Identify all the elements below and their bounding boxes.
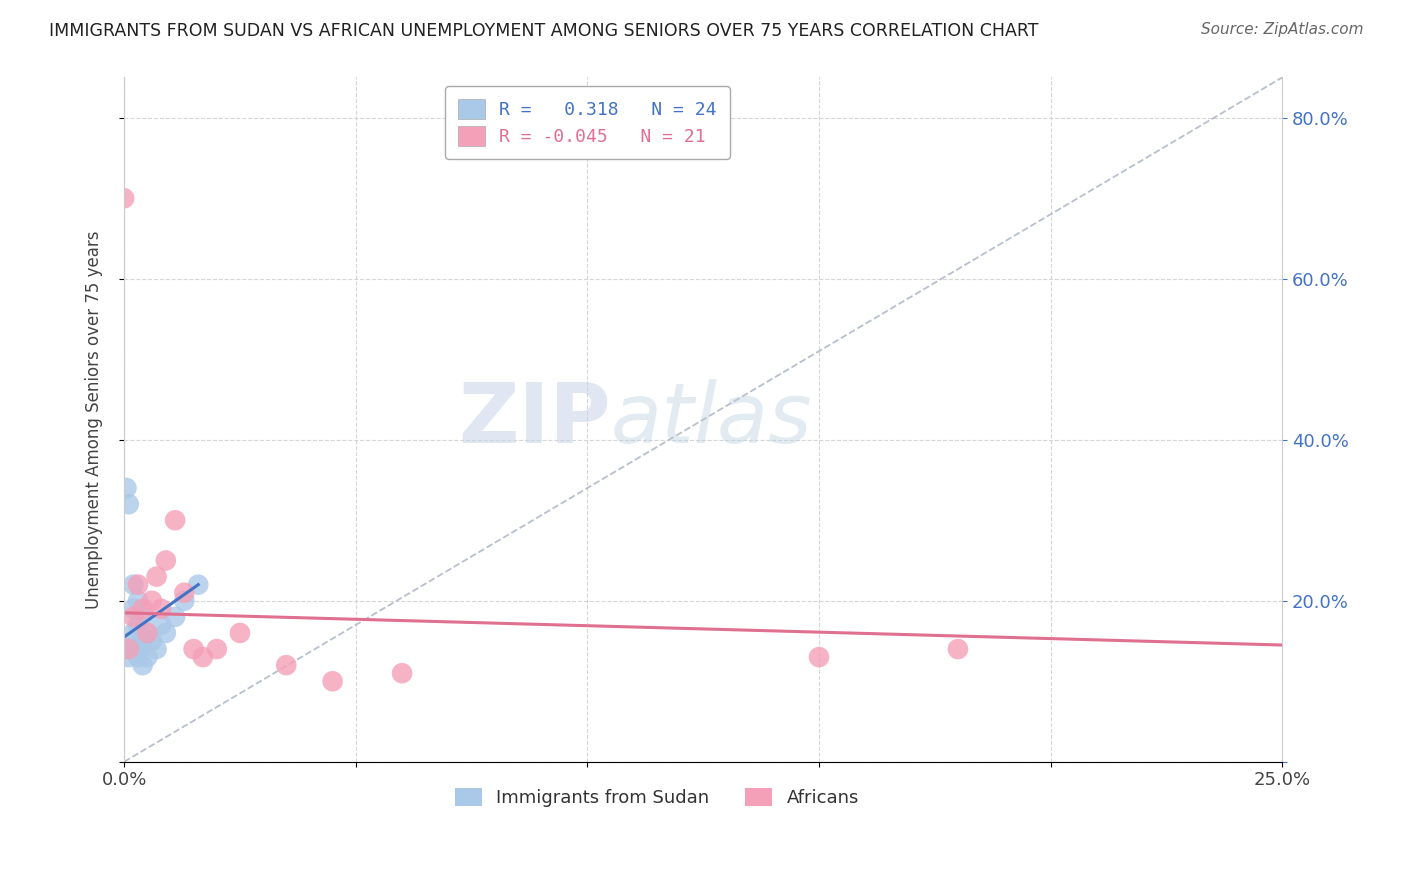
Point [150,602,173,616]
Point [131,602,153,616]
Point [118,642,141,657]
Point [173,593,195,607]
Point [122,602,145,616]
Point [127,618,149,632]
Point [127,577,149,591]
Point [145,642,167,657]
Point [136,626,159,640]
Text: atlas: atlas [610,379,813,460]
Point [122,610,145,624]
Point [112,191,135,205]
Point [118,650,141,665]
Point [131,658,153,673]
Point [807,650,830,665]
Point [165,513,187,527]
Point [276,658,298,673]
Point [145,569,167,583]
Point [118,497,141,511]
Point [136,626,159,640]
Point [127,593,149,607]
Point [391,666,413,681]
Text: ZIP: ZIP [458,379,610,460]
Point [322,674,344,689]
Point [165,610,187,624]
Point [115,481,138,495]
Point [205,642,228,657]
Point [120,634,142,648]
Point [141,593,163,607]
Point [136,650,159,665]
Point [150,618,173,632]
Point [946,642,969,657]
Point [131,634,153,648]
Point [187,577,209,591]
Legend: Immigrants from Sudan, Africans: Immigrants from Sudan, Africans [447,780,866,814]
Y-axis label: Unemployment Among Seniors over 75 years: Unemployment Among Seniors over 75 years [86,230,103,609]
Point [131,610,153,624]
Point [127,650,149,665]
Point [183,642,205,657]
Point [122,626,145,640]
Point [173,585,195,599]
Point [191,650,214,665]
Text: Source: ZipAtlas.com: Source: ZipAtlas.com [1201,22,1364,37]
Point [229,626,252,640]
Point [122,577,145,591]
Point [155,626,177,640]
Point [141,634,163,648]
Text: IMMIGRANTS FROM SUDAN VS AFRICAN UNEMPLOYMENT AMONG SENIORS OVER 75 YEARS CORREL: IMMIGRANTS FROM SUDAN VS AFRICAN UNEMPLO… [49,22,1039,40]
Point [127,642,149,657]
Point [112,642,135,657]
Point [155,553,177,567]
